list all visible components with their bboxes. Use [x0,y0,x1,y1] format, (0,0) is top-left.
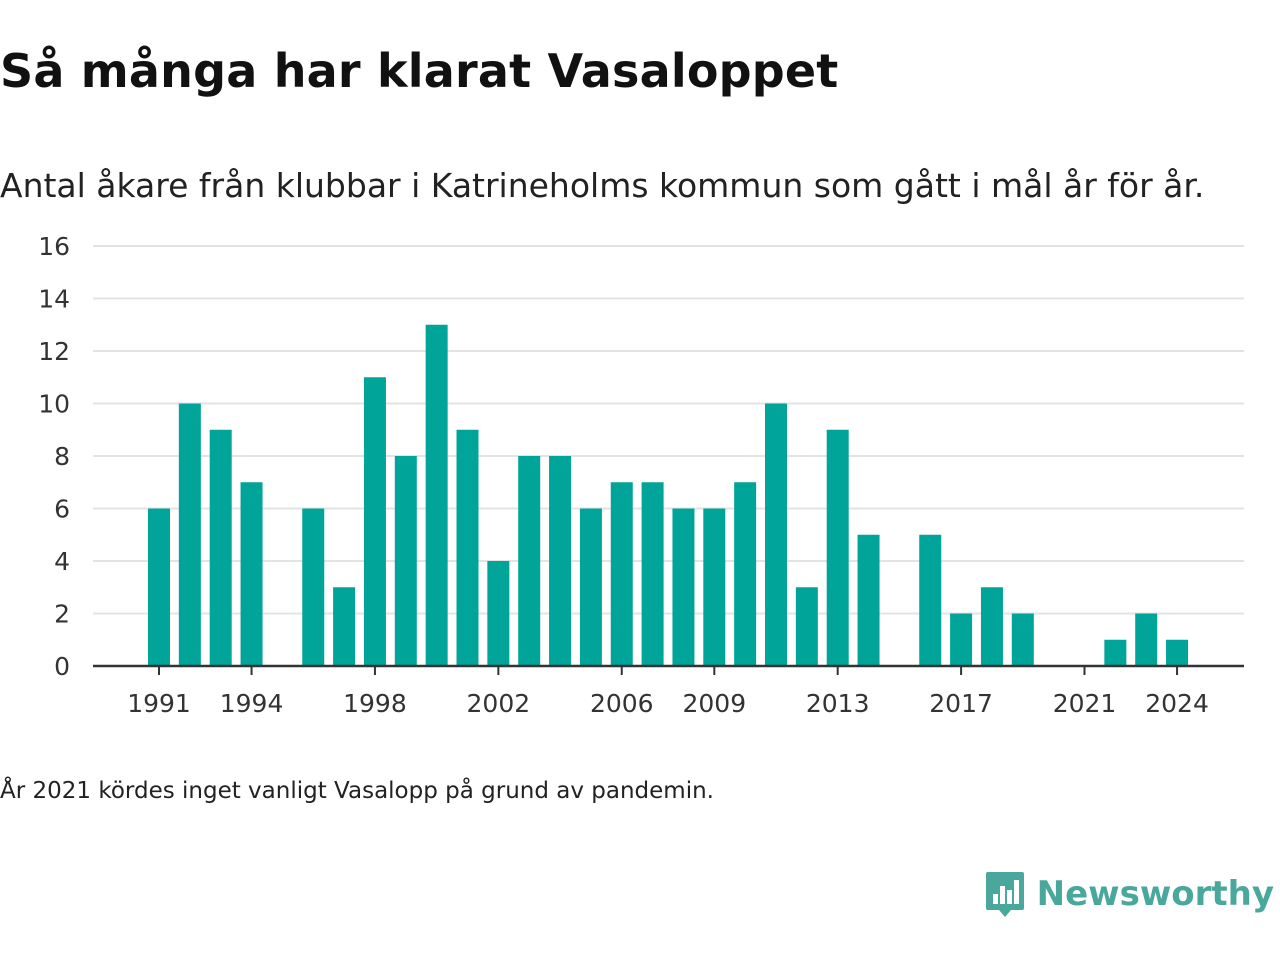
gridlines [93,245,1244,615]
x-tick-label: 2009 [682,689,746,718]
bar-2017[interactable] [950,613,973,667]
bar-2010[interactable] [734,482,757,666]
bar-2004[interactable] [549,456,572,666]
bar-2001[interactable] [456,429,479,666]
bar-1998[interactable] [363,377,386,666]
bar-1991[interactable] [148,508,170,667]
y-axis-labels: 0 2 4 6 8 10 12 14 16 [38,232,70,681]
y-tick-label: 8 [54,442,70,471]
y-tick-label: 12 [38,337,70,366]
bar-2000[interactable] [425,324,448,666]
bar-1996[interactable] [302,508,325,667]
footnote: År 2021 kördes inget vanligt Vasalopp på… [0,778,714,804]
bar-2009[interactable] [703,508,726,667]
x-tick-label: 2002 [467,689,531,718]
y-tick-label: 16 [38,232,70,261]
x-tick-label: 1994 [220,689,284,718]
chart-title: Så många har klarat Vasaloppet [0,44,839,98]
y-tick-label: 10 [38,390,70,419]
bar-chart: 0 2 4 6 8 10 12 14 16 1991 1994 1998 2002 2006 2009 20… [38,232,1244,718]
bar-2024[interactable] [1166,639,1189,666]
bar-2023[interactable] [1135,613,1158,667]
newsworthy-logo[interactable]: Newsworthy [985,870,1274,918]
bars [148,324,1189,667]
bar-chart-speech-bubble-icon [985,872,1024,917]
bar-1999[interactable] [394,456,417,666]
x-tick-label: 2006 [590,689,654,718]
x-tick-label: 2024 [1145,689,1209,718]
x-axis-ticks: 1991 1994 1998 2002 2006 2009 2013 2017 2021 2024 [127,666,1209,718]
y-tick-label: 0 [54,652,70,681]
y-tick-label: 4 [54,547,70,576]
bar-2007[interactable] [641,482,664,666]
bar-2012[interactable] [795,587,818,666]
brand-name: Newsworthy [1036,874,1274,914]
y-tick-label: 14 [38,285,70,314]
bar-2005[interactable] [579,508,602,667]
bar-2022[interactable] [1104,639,1127,666]
bar-2014[interactable] [857,534,880,666]
bar-2003[interactable] [518,456,541,666]
bar-1993[interactable] [209,429,232,666]
x-tick-label: 2017 [929,689,993,718]
bar-1992[interactable] [178,403,201,667]
x-tick-label: 2013 [806,689,870,718]
bar-2008[interactable] [672,508,695,667]
bar-1997[interactable] [333,587,356,666]
x-tick-label: 1998 [343,689,407,718]
y-tick-label: 6 [54,495,70,524]
bar-2002[interactable] [487,561,510,666]
bar-2013[interactable] [826,429,849,666]
y-tick-label: 2 [54,600,70,629]
bar-2019[interactable] [1011,613,1034,667]
x-tick-label: 1991 [127,689,191,718]
bar-2011[interactable] [765,403,787,667]
chart-subtitle: Antal åkare från klubbar i Katrineholms … [0,166,1205,205]
bar-2016[interactable] [919,534,942,666]
x-tick-label: 2021 [1053,689,1117,718]
bar-2006[interactable] [610,482,633,666]
bar-1994[interactable] [240,482,263,666]
bar-2018[interactable] [980,587,1003,666]
